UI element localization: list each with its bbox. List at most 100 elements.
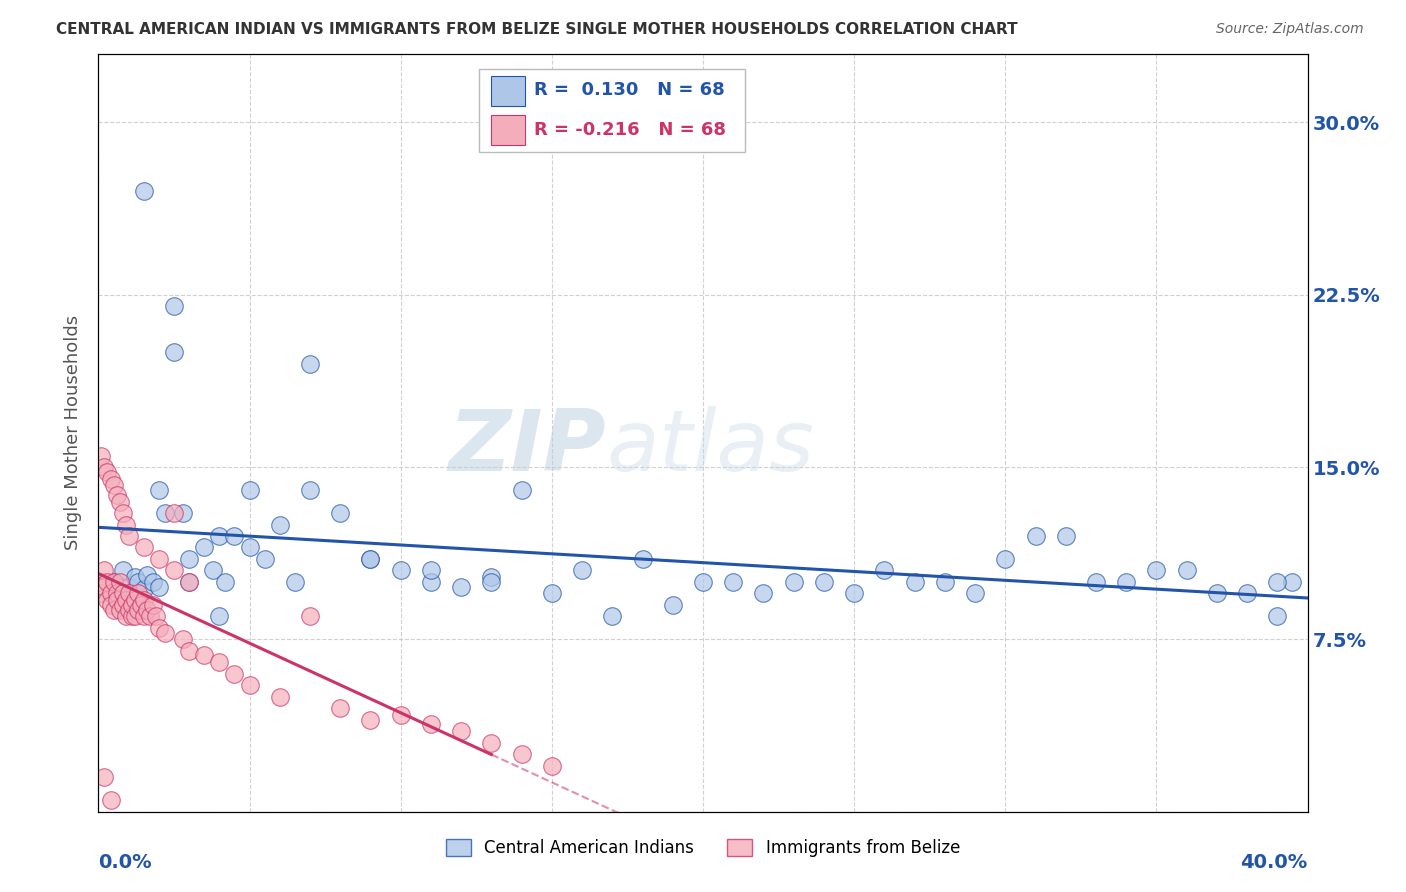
Point	[1206, 586, 1229, 600]
Point	[1115, 574, 1137, 589]
Point	[1267, 609, 1289, 624]
Point	[450, 580, 472, 594]
Point	[224, 529, 246, 543]
Point	[111, 586, 134, 600]
Point	[108, 494, 131, 508]
Point	[100, 793, 122, 807]
Point	[96, 574, 118, 589]
Point	[208, 529, 231, 543]
Point	[111, 506, 134, 520]
Point	[540, 586, 562, 600]
Point	[118, 586, 141, 600]
Legend: Central American Indians, Immigrants from Belize: Central American Indians, Immigrants fro…	[439, 832, 967, 864]
Point	[208, 609, 231, 624]
Point	[100, 472, 122, 486]
Point	[193, 648, 215, 663]
Point	[121, 609, 143, 624]
Point	[239, 541, 262, 555]
Point	[202, 564, 225, 578]
Point	[420, 564, 443, 578]
Point	[692, 574, 714, 589]
Point	[481, 570, 503, 584]
Point	[135, 602, 157, 616]
Point	[148, 580, 170, 594]
Point	[153, 506, 176, 520]
Point	[389, 708, 412, 723]
Point	[93, 564, 115, 578]
Point	[420, 717, 443, 731]
Point	[90, 586, 112, 600]
Point	[90, 574, 112, 589]
Point	[114, 593, 136, 607]
Point	[661, 598, 683, 612]
Point	[132, 185, 155, 199]
Point	[813, 574, 835, 589]
Point	[1236, 586, 1258, 600]
Point	[163, 506, 186, 520]
Point	[114, 609, 136, 624]
Point	[103, 478, 125, 492]
Point	[752, 586, 775, 600]
Point	[329, 506, 352, 520]
Point	[132, 593, 155, 607]
Point	[571, 564, 593, 578]
Point	[1085, 574, 1108, 589]
Point	[135, 568, 157, 582]
Point	[360, 713, 382, 727]
Point	[631, 552, 654, 566]
Point	[90, 449, 112, 463]
Point	[148, 621, 170, 635]
Point	[105, 586, 128, 600]
Point	[360, 552, 382, 566]
Point	[129, 598, 152, 612]
Text: 0.0%: 0.0%	[98, 854, 152, 872]
Point	[360, 552, 382, 566]
Point	[253, 552, 276, 566]
Point	[179, 574, 201, 589]
Point	[1054, 529, 1077, 543]
Point	[179, 644, 201, 658]
Point	[269, 690, 291, 704]
Point	[103, 602, 125, 616]
Point	[108, 574, 131, 589]
Y-axis label: Single Mother Households: Single Mother Households	[65, 315, 83, 550]
Point	[132, 541, 155, 555]
Point	[299, 609, 322, 624]
Point	[121, 598, 143, 612]
Point	[139, 609, 162, 624]
Point	[148, 552, 170, 566]
Point	[239, 483, 262, 497]
Point	[481, 574, 503, 589]
Point	[1024, 529, 1046, 543]
Point	[193, 541, 215, 555]
Point	[111, 564, 134, 578]
Text: R =  0.130   N = 68: R = 0.130 N = 68	[534, 81, 724, 99]
Point	[124, 593, 146, 607]
Point	[269, 517, 291, 532]
Point	[114, 517, 136, 532]
Point	[179, 574, 201, 589]
Point	[239, 678, 262, 692]
Text: 40.0%: 40.0%	[1240, 854, 1308, 872]
Point	[118, 602, 141, 616]
Point	[481, 736, 503, 750]
Point	[329, 701, 352, 715]
Point	[132, 582, 155, 596]
Bar	[492, 115, 526, 145]
FancyBboxPatch shape	[479, 69, 745, 153]
Point	[540, 758, 562, 772]
Point	[904, 574, 927, 589]
Point	[224, 666, 246, 681]
Point	[783, 574, 806, 589]
Point	[1175, 564, 1198, 578]
Point	[299, 357, 322, 371]
Point	[93, 580, 115, 594]
Point	[1144, 564, 1167, 578]
Point	[124, 570, 146, 584]
Point	[163, 564, 186, 578]
Point	[172, 506, 194, 520]
Point	[100, 598, 122, 612]
Point	[142, 574, 165, 589]
Point	[284, 574, 307, 589]
Point	[127, 586, 149, 600]
